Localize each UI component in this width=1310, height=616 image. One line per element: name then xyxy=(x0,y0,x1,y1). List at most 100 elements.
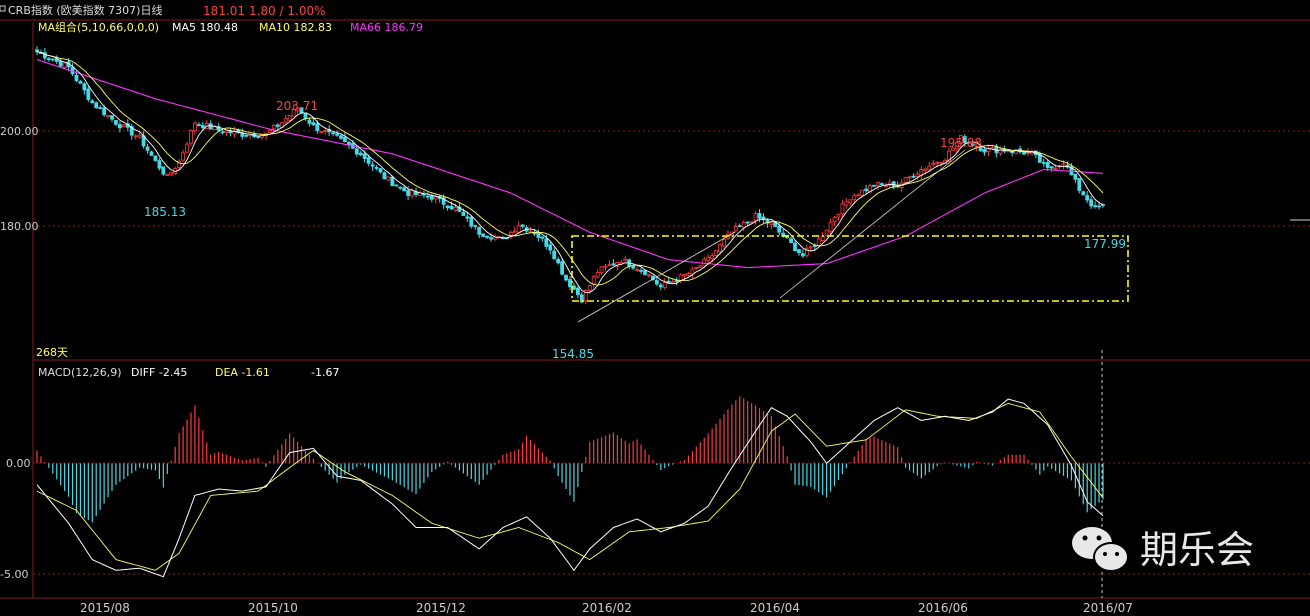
candle-body xyxy=(362,153,367,159)
candlestick xyxy=(556,256,561,265)
candlestick xyxy=(161,166,166,176)
trend-line xyxy=(577,231,736,323)
candlestick xyxy=(797,249,801,256)
candlestick xyxy=(1073,173,1078,184)
candle-body xyxy=(275,124,280,127)
candlestick xyxy=(86,86,91,103)
candle-body xyxy=(157,160,162,169)
candlestick xyxy=(982,146,987,156)
candlestick xyxy=(224,130,229,137)
candlestick xyxy=(193,121,197,135)
macd-name-label: MACD(12,26,9) xyxy=(38,366,122,379)
candlestick xyxy=(789,236,793,244)
candlestick xyxy=(169,171,174,177)
window-icon xyxy=(0,5,6,12)
candlestick xyxy=(548,241,553,255)
candle-body xyxy=(1061,163,1066,166)
candlestick xyxy=(204,120,209,130)
candle-body xyxy=(536,232,541,238)
candlestick xyxy=(220,129,225,135)
candlestick xyxy=(382,171,387,180)
candle-body xyxy=(94,102,99,109)
candle-body xyxy=(512,230,517,233)
wechat-icon xyxy=(1072,527,1129,572)
candles xyxy=(35,46,1105,305)
candle-body xyxy=(745,221,750,224)
candlestick xyxy=(1045,160,1050,171)
candle-body xyxy=(643,270,647,275)
x-axis: 2015/08 2015/10 2015/12 2016/02 2016/04 … xyxy=(80,601,1133,615)
candle-body xyxy=(485,235,489,238)
candle-body xyxy=(161,166,166,175)
candlestick xyxy=(962,134,967,148)
candle-body xyxy=(603,265,608,268)
candlestick xyxy=(145,143,150,154)
candlestick xyxy=(268,129,272,134)
candle-body xyxy=(564,274,568,281)
candlestick xyxy=(911,173,916,179)
candle-body xyxy=(1077,178,1082,191)
candlestick xyxy=(516,221,521,233)
ma10-line xyxy=(36,51,1104,286)
candle-body xyxy=(133,135,138,138)
candle-body xyxy=(611,263,616,266)
ma5-line xyxy=(36,51,1104,294)
candle-body xyxy=(181,152,185,161)
low-annotation: 185.13 xyxy=(144,205,186,219)
candle-body xyxy=(572,285,576,290)
candle-body xyxy=(228,130,233,134)
candlestick xyxy=(366,154,371,167)
candle-body xyxy=(193,122,197,132)
candlestick xyxy=(1002,145,1007,154)
candlestick xyxy=(876,181,880,190)
candle-body xyxy=(169,172,174,176)
candlestick xyxy=(118,121,122,133)
high-annotation: 203.71 xyxy=(276,99,318,113)
candlestick xyxy=(177,159,182,170)
candle-body xyxy=(339,135,343,139)
candle-body xyxy=(674,280,679,283)
candle-body xyxy=(552,250,557,260)
candlestick xyxy=(283,114,288,126)
candle-body xyxy=(1014,149,1019,154)
x-tick-label: 2015/08 xyxy=(80,601,130,615)
candlestick xyxy=(808,245,813,251)
candlestick xyxy=(481,233,486,238)
candlestick xyxy=(485,235,489,239)
candle-body xyxy=(903,177,908,183)
candle-body xyxy=(1101,204,1105,206)
candle-body xyxy=(153,155,158,161)
candle-body xyxy=(461,211,466,216)
candle-body xyxy=(42,52,47,59)
candlestick xyxy=(512,227,517,233)
candlestick xyxy=(872,184,876,187)
candlestick xyxy=(986,144,991,157)
candlestick xyxy=(686,271,691,277)
candle-body xyxy=(1081,191,1086,196)
candle-body xyxy=(816,238,821,247)
candle-body xyxy=(244,134,249,137)
candle-body xyxy=(62,62,67,68)
candle-body xyxy=(635,269,640,271)
candle-body xyxy=(520,224,525,227)
candle-body xyxy=(868,185,872,193)
candlestick xyxy=(165,173,170,177)
candle-body xyxy=(797,249,801,254)
candle-body xyxy=(378,168,383,173)
ma66-line xyxy=(36,58,1104,269)
candle-body xyxy=(331,132,336,135)
ma-legend: MA组合(5,10,66,0,0,0) MA5 180.48 MA10 182.… xyxy=(38,20,423,34)
candle-body xyxy=(86,88,91,100)
candlestick xyxy=(931,159,936,167)
candle-body xyxy=(366,157,371,164)
low-annotation: 154.85 xyxy=(552,347,594,361)
candlestick xyxy=(828,218,833,235)
candlestick xyxy=(599,266,604,275)
candlestick xyxy=(607,260,612,267)
candlestick xyxy=(275,123,280,131)
candle-body xyxy=(453,206,458,211)
candle-body xyxy=(287,115,292,121)
candle-body xyxy=(449,205,454,210)
candle-body xyxy=(623,258,628,262)
candle-body xyxy=(911,175,916,178)
